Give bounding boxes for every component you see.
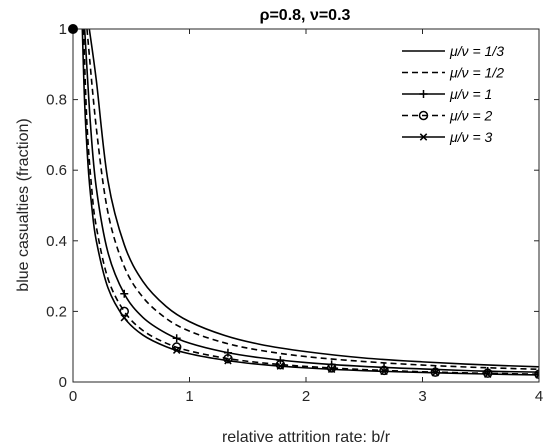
series-4-marker: [326, 363, 337, 373]
series-5-marker: [431, 369, 440, 377]
series-5-marker: [327, 365, 336, 374]
series-5-marker: [120, 314, 128, 322]
y-axis-label: blue casualties (fraction): [15, 118, 32, 291]
legend-label-2: μ/ν = 1/2: [449, 65, 504, 81]
series-line-3: [83, 28, 539, 373]
y-tick-label: 1: [59, 21, 67, 38]
y-tick-label: 0: [59, 374, 67, 391]
series-3-marker: [120, 289, 129, 298]
legend-marker-3: [419, 90, 428, 98]
legend-marker-5: [419, 133, 428, 141]
series-4-marker: [379, 365, 389, 376]
series-5-marker: [484, 370, 492, 378]
series-4-marker: [275, 359, 286, 370]
series-4-marker: [223, 353, 233, 364]
series-line-4: [82, 28, 539, 376]
series-line-1: [88, 28, 539, 368]
legend: μ/ν = 1/3 μ/ν = 1/2 μ/ν = 1 μ/ν = 2 μ/ν = 3: [402, 43, 504, 145]
chart-title: ρ=0.8, ν=0.3: [260, 7, 351, 24]
legend-marker-4: [418, 110, 429, 121]
x-tick-label: 4: [535, 388, 543, 405]
x-tick-label: 2: [302, 388, 310, 405]
y-tick-label: 0.6: [46, 162, 67, 179]
legend-label-3: μ/ν = 1: [449, 86, 492, 102]
legend-label-1: μ/ν = 1/3: [449, 43, 504, 59]
series-line-2: [86, 28, 539, 371]
y-tick-label: 0.2: [46, 303, 67, 320]
x-tick-label: 1: [185, 388, 193, 405]
series-5-marker: [224, 357, 232, 365]
series-3-marker: [172, 334, 181, 343]
series-layer: [81, 28, 539, 379]
x-tick-label: 0: [69, 388, 77, 405]
series-5-marker: [380, 367, 388, 376]
series-5-marker: [535, 371, 539, 379]
start-point: [68, 24, 78, 34]
ticks-layer: 0 1 2 3 4 0 0.2 0.4 0.6 0.8 1: [46, 21, 543, 405]
series-5-marker: [276, 362, 285, 370]
x-tick-label: 3: [418, 388, 426, 405]
series-line-5: [81, 28, 539, 376]
legend-label-5: μ/ν = 3: [449, 129, 493, 145]
plot-area: [73, 29, 539, 382]
y-tick-label: 0.4: [46, 233, 67, 250]
y-tick-label: 0.8: [46, 92, 67, 109]
legend-label-4: μ/ν = 2: [449, 108, 493, 124]
series-5-marker: [172, 346, 181, 354]
x-axis-label: relative attrition rate: b/r: [222, 429, 391, 446]
